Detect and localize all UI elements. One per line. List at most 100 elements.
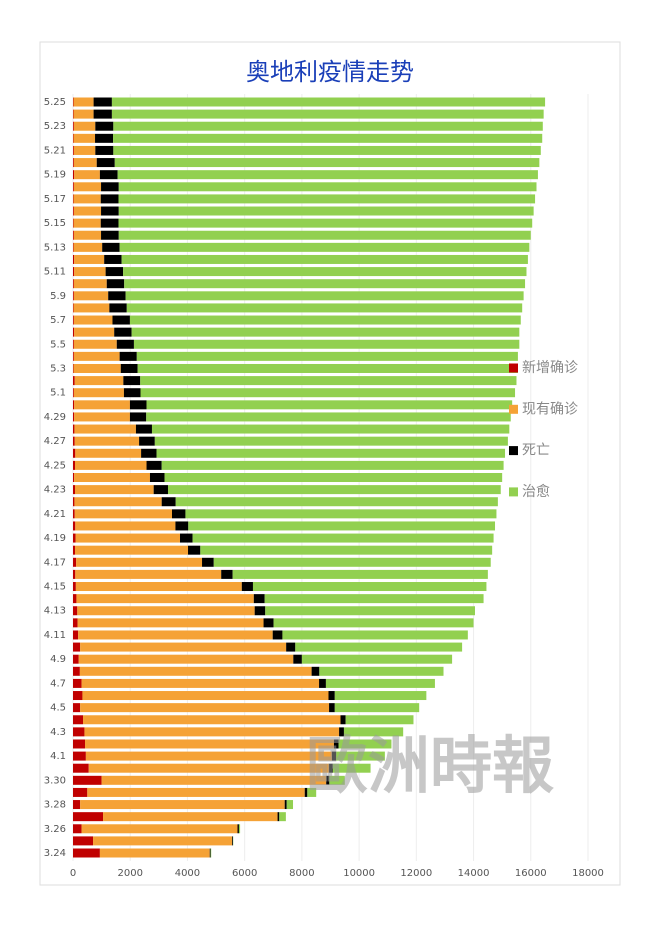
bar-segment (164, 473, 503, 482)
bar-segment (264, 594, 484, 604)
bar-segment (338, 739, 392, 749)
bar-segment (112, 315, 130, 325)
bar-segment (252, 582, 487, 592)
bar-segment (74, 436, 140, 446)
bar-segment (149, 473, 165, 482)
bar-segment (272, 630, 283, 640)
bar-segment (79, 666, 312, 676)
bar-segment (118, 182, 537, 192)
chart-title: 奥地利疫情走势 (246, 58, 414, 86)
legend-label: 现有确诊 (522, 401, 578, 417)
y-tick-label: 5.7 (50, 315, 66, 326)
bar-segment (87, 787, 305, 797)
bar-segment (329, 775, 345, 785)
bar-segment (80, 800, 285, 810)
bar-segment (80, 642, 287, 652)
bar-segment (140, 376, 517, 386)
x-tick-label: 4000 (175, 868, 200, 879)
bar-segment (118, 194, 536, 204)
bar-segment (73, 412, 75, 422)
bar-segment (75, 485, 154, 495)
bar-segment (73, 339, 74, 349)
bar-segment (84, 727, 340, 737)
bar-segment (232, 836, 233, 846)
bar-segment (73, 206, 74, 216)
bar-segment (343, 727, 404, 737)
bar-segment (73, 182, 74, 192)
bar-segment (101, 775, 327, 785)
bar-segment (101, 182, 119, 192)
bar-segment (232, 569, 488, 579)
bar-segment (82, 691, 329, 701)
bar-segment (73, 473, 75, 482)
bar-segment (73, 194, 101, 204)
y-tick-label: 5.3 (50, 363, 66, 374)
bar-segment (93, 109, 112, 119)
bar-segment (73, 448, 76, 458)
bar-segment (328, 691, 335, 701)
y-tick-label: 4.7 (50, 678, 66, 689)
legend-label: 治愈 (522, 484, 550, 500)
bar-segment (73, 836, 94, 846)
bar-segment (146, 460, 162, 470)
bar-segment (73, 109, 74, 119)
legend-label: 新增确诊 (522, 360, 578, 376)
bar-segment (136, 351, 518, 361)
bar-segment (319, 666, 444, 676)
bar-segment (73, 800, 81, 810)
y-tick-label: 5.5 (50, 339, 66, 350)
bar-segment (175, 521, 189, 531)
bar-segment (73, 521, 76, 531)
bar-segment (167, 485, 501, 495)
bar-segment (311, 666, 320, 676)
bar-segment (73, 254, 75, 264)
bar-segment (273, 618, 474, 628)
bar-segment (185, 509, 497, 519)
y-tick-label: 5.17 (44, 194, 66, 205)
bar-segment (73, 170, 75, 180)
bar-segment (123, 388, 141, 398)
bar-segment (73, 230, 102, 240)
bar-segment (73, 363, 121, 373)
legend-label: 死亡 (522, 443, 550, 459)
y-tick-label: 4.23 (44, 485, 66, 496)
bar-segment (105, 267, 124, 277)
bar-segment (286, 800, 294, 810)
bar-segment (73, 557, 77, 567)
bar-segment (73, 533, 76, 543)
bar-segment (336, 751, 385, 761)
bar-segment (325, 678, 435, 688)
bar-segment (73, 751, 86, 761)
bar-segment (180, 533, 193, 543)
bar-segment (73, 485, 76, 495)
bar-segment (73, 291, 74, 301)
bar-segment (171, 509, 186, 519)
bar-segment (73, 666, 80, 676)
bar-segment (73, 775, 102, 785)
bar-segment (119, 351, 137, 361)
legend-marker (509, 363, 518, 373)
bar-segment (73, 315, 113, 325)
bar-segment (140, 388, 516, 398)
y-tick-label: 5.25 (44, 97, 66, 108)
bar-segment (73, 715, 84, 725)
bar-segment (73, 606, 78, 616)
bar-segment (73, 787, 88, 797)
bar-segment (209, 848, 211, 858)
y-tick-label: 4.19 (44, 533, 66, 544)
bar-segment (161, 497, 176, 507)
bar-segment (75, 533, 181, 543)
bar-segment (73, 303, 110, 313)
bar-segment (73, 279, 107, 289)
bar-segment (73, 727, 85, 737)
bar-segment (73, 703, 81, 713)
bar-segment (75, 521, 176, 531)
bar-segment (73, 739, 86, 749)
bar-segment (118, 230, 531, 240)
y-tick-label: 4.5 (50, 703, 66, 714)
y-tick-label: 5.1 (50, 388, 66, 399)
bar-segment (304, 787, 308, 797)
bar-segment (74, 412, 130, 422)
bar-segment (73, 194, 74, 204)
bar-segment (95, 121, 114, 131)
